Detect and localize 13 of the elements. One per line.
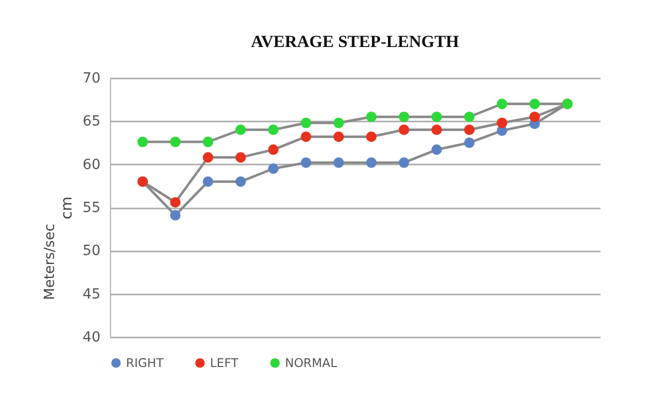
y-tick-label: 65 [82,114,100,130]
y-tick-label: 70 [82,70,100,86]
y-tick-label: 45 [82,286,100,302]
legend-label: NORMAL [285,356,338,370]
chart-title: AVERAGE STEP-LENGTH [251,32,459,51]
legend-label: RIGHT [126,356,164,370]
y-tick-label: 50 [82,243,100,260]
legend-label: LEFT [210,356,239,370]
text: Meters/sec [42,224,58,300]
y-axis-title: cm [58,196,76,220]
y-tick-label: 60 [82,156,100,173]
y-tick-label: 55 [82,200,100,216]
y-tick-label: 40 [82,330,100,346]
